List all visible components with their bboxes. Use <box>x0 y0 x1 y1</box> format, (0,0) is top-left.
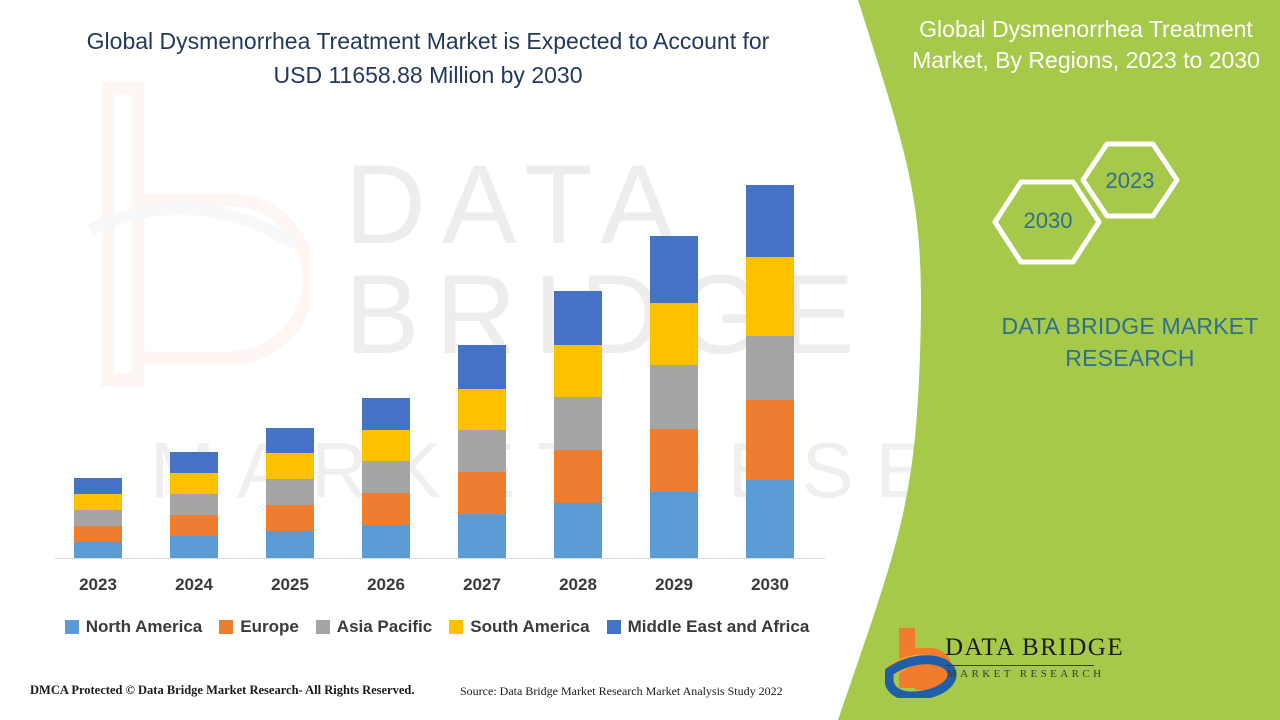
watermark-b-logo <box>87 81 310 387</box>
hexagon-2023-shape <box>1080 141 1180 219</box>
bar-2026[interactable] <box>362 398 410 558</box>
bar-segment <box>362 493 410 525</box>
legend-label: Middle East and Africa <box>627 617 810 636</box>
bar-segment <box>362 525 410 558</box>
bar-segment <box>746 257 794 336</box>
bar-segment <box>746 400 794 480</box>
bar-segment <box>170 473 218 494</box>
bar-segment <box>266 453 314 479</box>
brand-name: DATA BRIDGE MARKET RESEARCH <box>1001 313 1259 371</box>
bar-segment <box>458 345 506 389</box>
bar-segment <box>170 515 218 536</box>
bar-2025[interactable] <box>266 428 314 558</box>
watermark-line-1: DATA <box>345 142 692 267</box>
data-bridge-logo: DATA BRIDGE MARKET RESEARCH <box>884 622 1123 701</box>
bar-segment <box>458 430 506 472</box>
bar-segment <box>362 461 410 493</box>
bar-segment <box>170 536 218 558</box>
bar-segment <box>458 514 506 558</box>
logo-divider <box>946 665 1094 666</box>
x-axis-label-2030: 2030 <box>751 575 789 594</box>
legend-item[interactable]: North America <box>64 617 203 637</box>
bar-segment <box>74 510 122 526</box>
bar-segment <box>362 398 410 430</box>
legend-label: South America <box>470 617 590 636</box>
legend-item[interactable]: Middle East and Africa <box>606 617 810 637</box>
bar-segment <box>74 526 122 542</box>
bar-segment <box>74 478 122 494</box>
bar-segment <box>266 479 314 505</box>
legend-swatch-icon <box>315 620 330 634</box>
bar-segment <box>458 389 506 430</box>
hexagon-badges <box>992 141 1180 265</box>
legend-item[interactable]: South America <box>449 617 590 637</box>
bar-segment <box>362 430 410 461</box>
bar-2027[interactable] <box>458 345 506 558</box>
panel-title: Global Dysmenorrhea Treatment Market, By… <box>912 16 1260 73</box>
legend-label: North America <box>85 617 203 636</box>
chart-plot-area: 2023 2024 2025 2026 2027 2028 2029 2030 <box>55 185 825 594</box>
x-axis-label-2029: 2029 <box>655 575 693 594</box>
bar-2024[interactable] <box>170 452 218 558</box>
bar-segment <box>266 531 314 558</box>
bar-segment <box>170 452 218 473</box>
bar-2030[interactable] <box>746 185 794 558</box>
bar-segment <box>74 494 122 510</box>
footer-source: Source: Data Bridge Market Research Mark… <box>460 684 783 698</box>
bar-segment <box>650 365 698 429</box>
bar-segment <box>746 185 794 257</box>
bar-segment <box>266 505 314 531</box>
chart-legend: North America Europe Asia Pacific South Ame… <box>42 617 832 637</box>
bar-segment <box>74 542 122 558</box>
bar-segment <box>746 480 794 558</box>
legend-label: Asia Pacific <box>336 617 433 636</box>
x-axis-label-2026: 2026 <box>367 575 405 594</box>
bar-segment <box>554 345 602 397</box>
bar-2028[interactable] <box>554 291 602 558</box>
bar-segment <box>650 303 698 365</box>
x-axis-label-2028: 2028 <box>559 575 597 594</box>
bar-2023[interactable] <box>74 478 122 558</box>
bar-segment <box>554 450 602 503</box>
logo-title: DATA BRIDGE <box>945 634 1125 661</box>
bar-segment <box>650 236 698 303</box>
bar-2029[interactable] <box>650 236 698 558</box>
bar-segment <box>554 397 602 450</box>
hexagon-2030-shape <box>992 179 1102 265</box>
bar-segment <box>458 472 506 514</box>
footer-copyright: DMCA Protected © Data Bridge Market Rese… <box>30 683 415 697</box>
legend-swatch-icon <box>64 620 79 634</box>
x-axis-label-2027: 2027 <box>463 575 501 594</box>
bar-segment <box>746 336 794 400</box>
x-axis-label-2025: 2025 <box>271 575 309 594</box>
bar-segment <box>170 494 218 515</box>
logo-subtitle: MARKET RESEARCH <box>947 668 1105 680</box>
bar-segment <box>650 492 698 558</box>
x-axis-label-2023: 2023 <box>79 575 117 594</box>
bar-segment <box>650 429 698 492</box>
x-axis-line <box>55 558 825 559</box>
bar-segment <box>266 428 314 453</box>
legend-swatch-icon <box>449 620 464 634</box>
x-axis-label-2024: 2024 <box>175 575 213 594</box>
legend-item[interactable]: Asia Pacific <box>315 617 433 637</box>
bar-segment <box>554 291 602 345</box>
page-title: Global Dysmenorrhea Treatment Market is … <box>86 28 770 88</box>
legend-label: Europe <box>240 617 299 636</box>
bar-segment <box>554 503 602 558</box>
legend-swatch-icon <box>606 620 621 634</box>
logo-mark-icon <box>884 628 957 701</box>
legend-swatch-icon <box>219 620 234 634</box>
legend-item[interactable]: Europe <box>219 617 299 637</box>
